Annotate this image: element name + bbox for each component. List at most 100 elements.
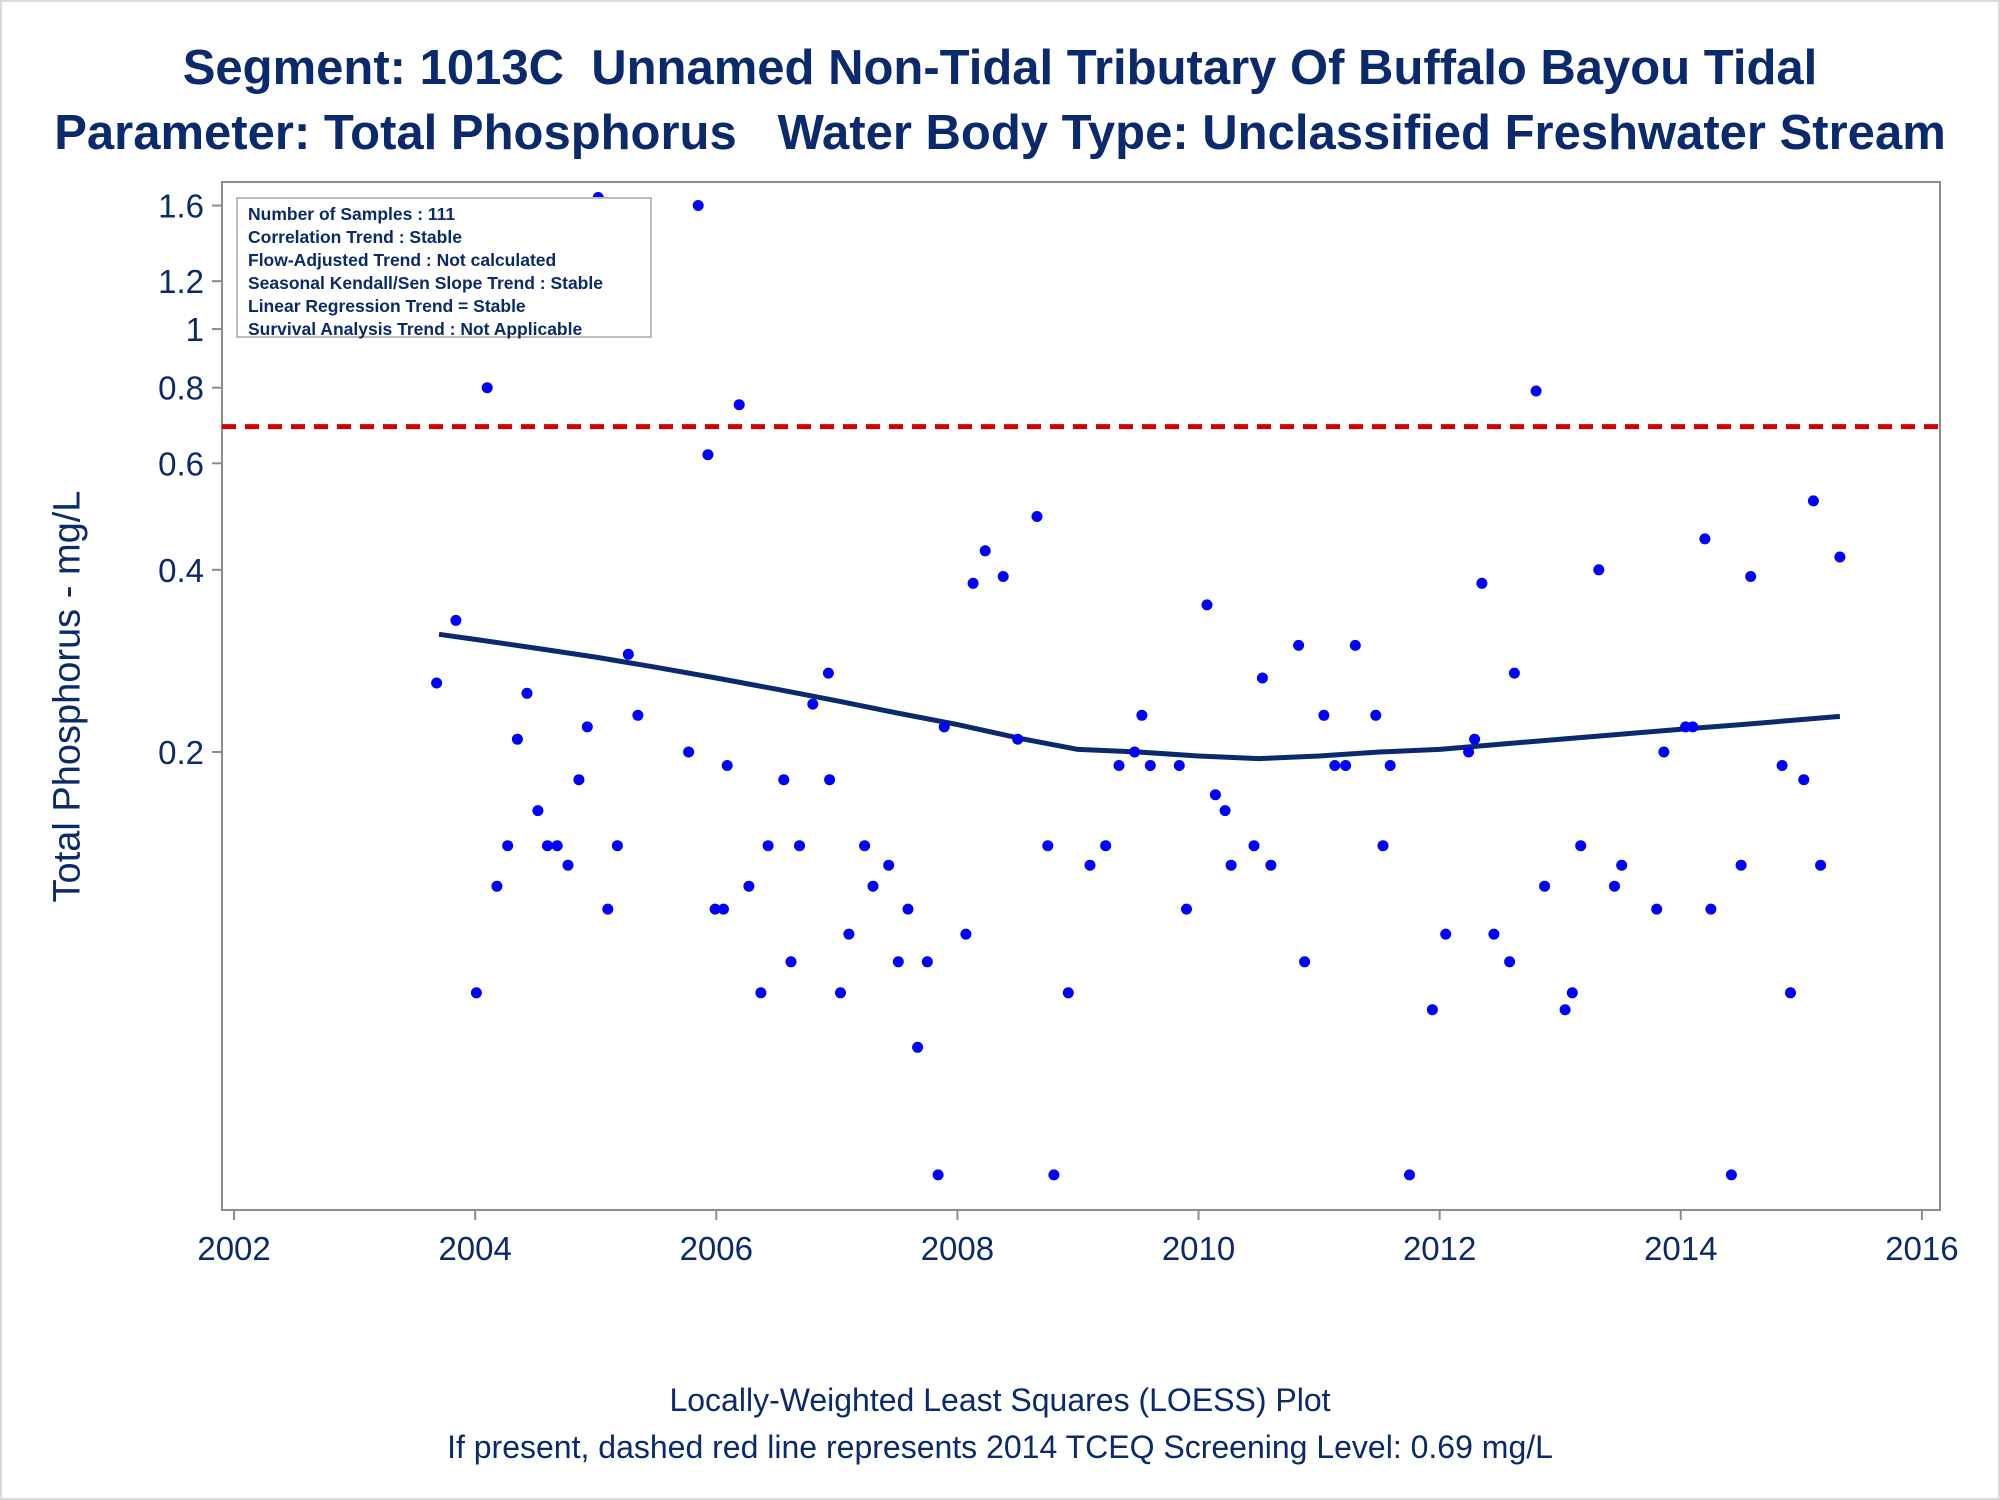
data-point	[762, 840, 774, 852]
data-point	[1012, 733, 1024, 745]
data-point	[835, 987, 846, 999]
x-tick-label: 2010	[1162, 1230, 1235, 1267]
data-point	[491, 880, 503, 892]
data-point	[1508, 667, 1520, 679]
data-point	[521, 687, 533, 699]
data-point	[1815, 859, 1827, 871]
data-point	[1173, 760, 1185, 771]
data-point	[1651, 903, 1663, 915]
data-point	[1798, 774, 1810, 786]
data-point	[960, 928, 972, 940]
data-point	[1349, 639, 1361, 651]
data-point	[542, 840, 553, 852]
data-point	[1699, 533, 1711, 545]
stat-number-of-samples: Number of Samples : 111	[248, 204, 456, 224]
x-tick-label: 2014	[1644, 1230, 1717, 1267]
x-tick-label: 2008	[921, 1230, 994, 1267]
data-point	[1539, 880, 1551, 892]
data-point	[1136, 709, 1148, 721]
data-point	[573, 774, 585, 786]
data-point	[470, 987, 482, 999]
y-tick-label: 1.6	[158, 188, 204, 225]
x-tick-label: 2012	[1403, 1230, 1476, 1267]
data-point	[1219, 805, 1231, 817]
data-point	[794, 840, 805, 852]
data-point	[718, 903, 729, 915]
data-point	[702, 449, 714, 461]
data-point	[1530, 385, 1542, 397]
data-point	[511, 733, 523, 745]
data-point	[967, 577, 979, 589]
data-point	[1100, 840, 1112, 852]
x-tick-label: 2004	[438, 1230, 511, 1267]
data-point	[1426, 1004, 1438, 1016]
data-point	[1609, 880, 1620, 892]
data-point	[1785, 987, 1796, 999]
data-point	[743, 880, 755, 892]
chart-title-line-1: Segment: 1013C Unnamed Non-Tidal Tributa…	[182, 41, 1818, 95]
data-point	[921, 956, 933, 968]
data-point	[1725, 1169, 1737, 1181]
data-point	[1463, 746, 1475, 758]
data-point	[997, 571, 1009, 582]
data-point	[1181, 903, 1192, 915]
data-point	[1318, 709, 1330, 721]
data-point	[1042, 840, 1054, 852]
data-point	[1340, 760, 1352, 771]
data-point	[562, 859, 574, 871]
y-axis-label: Total Phosphorus - mg/L	[46, 490, 89, 902]
data-point	[1705, 903, 1717, 915]
data-point	[1745, 571, 1757, 582]
data-point	[1440, 928, 1452, 940]
data-point	[912, 1041, 924, 1053]
y-tick-label: 0.4	[158, 552, 204, 589]
data-point	[883, 859, 895, 871]
x-tick-label: 2006	[680, 1230, 753, 1267]
data-point	[1201, 599, 1213, 611]
data-point	[1299, 956, 1311, 968]
data-point	[551, 840, 563, 852]
data-point	[1476, 577, 1488, 589]
data-point	[1113, 760, 1125, 771]
data-point	[822, 667, 834, 679]
data-point	[1559, 1004, 1571, 1016]
data-point	[1256, 672, 1268, 684]
data-point	[843, 928, 855, 940]
chart-title-line-2: Parameter: Total Phosphorus Water Body T…	[54, 106, 1946, 160]
data-point	[1031, 511, 1043, 522]
data-point	[1504, 956, 1516, 968]
data-point	[581, 721, 593, 733]
data-point	[532, 805, 544, 817]
data-point	[1062, 987, 1074, 999]
data-point	[1575, 840, 1587, 852]
data-point	[502, 840, 514, 852]
data-point	[733, 399, 745, 411]
trend-stats-box: Number of Samples : 111 Correlation Tren…	[236, 197, 652, 339]
data-point	[683, 746, 695, 758]
data-point	[632, 709, 644, 721]
data-point	[481, 382, 493, 394]
data-point	[1329, 760, 1341, 771]
data-point	[1209, 789, 1221, 801]
data-point	[1084, 859, 1096, 871]
data-point	[1687, 721, 1699, 733]
data-point	[807, 698, 819, 710]
data-point	[859, 840, 871, 852]
stat-correlation-trend: Correlation Trend : Stable	[248, 227, 462, 247]
data-point	[902, 903, 914, 915]
data-point	[755, 987, 767, 999]
data-point	[622, 648, 634, 660]
data-point	[1265, 859, 1277, 871]
data-point	[1293, 639, 1305, 651]
footnote-loess: Locally-Weighted Least Squares (LOESS) P…	[669, 1382, 1331, 1418]
data-point	[1658, 746, 1670, 758]
data-point	[785, 956, 797, 968]
data-point	[932, 1169, 944, 1181]
data-point	[938, 721, 950, 733]
data-point	[1384, 760, 1396, 771]
data-point	[1248, 840, 1260, 852]
data-point	[1807, 495, 1819, 507]
plot-area-border	[221, 181, 1941, 1211]
data-point	[602, 903, 614, 915]
